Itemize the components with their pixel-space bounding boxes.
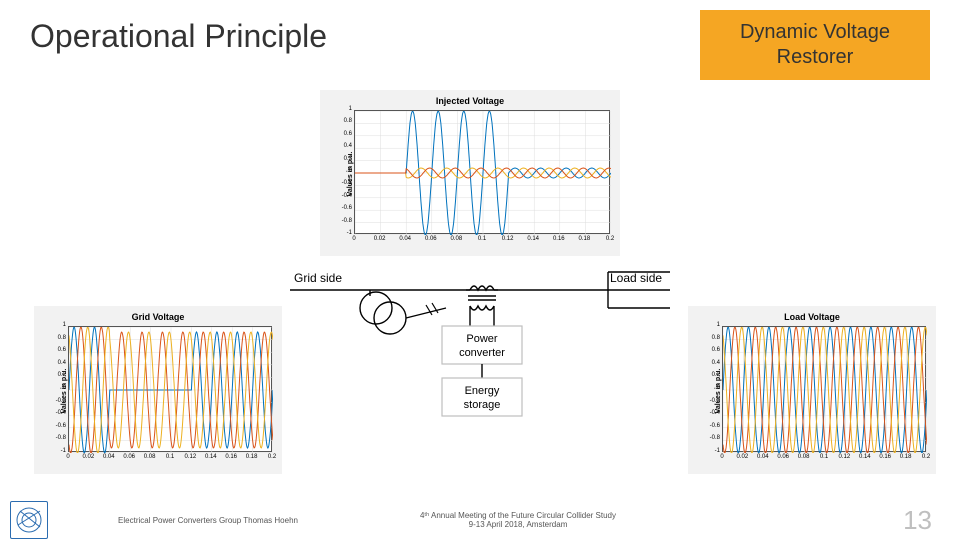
footer: Electrical Power Converters Group Thomas… <box>0 500 960 540</box>
chart-left-plot <box>68 326 272 452</box>
grid-side-label: Grid side <box>294 271 342 285</box>
cern-logo <box>10 501 48 539</box>
power-converter-label: Power <box>466 333 498 345</box>
chart-load-voltage: Load Voltage Values in p.u. -1-0.8-0.6-0… <box>688 306 936 474</box>
footer-center: 4ᵗʰ Annual Meeting of the Future Circula… <box>348 511 688 529</box>
content-area: Injected Voltage Values in p.u. -1-0.8-0… <box>0 90 960 480</box>
chart-right-plot <box>722 326 926 452</box>
chart-right-title: Load Voltage <box>694 312 930 322</box>
energy-storage-label: Energy <box>465 385 500 397</box>
chart-top-plot <box>354 110 610 234</box>
badge-label: Dynamic Voltage Restorer <box>704 20 926 70</box>
chart-top-title: Injected Voltage <box>326 96 614 106</box>
page-title: Operational Principle <box>30 18 327 55</box>
footer-left: Electrical Power Converters Group Thomas… <box>78 516 338 525</box>
svg-text:storage: storage <box>464 399 501 411</box>
chart-grid-voltage: Grid Voltage Values in p.u. -1-0.8-0.6-0… <box>34 306 282 474</box>
schematic: Grid side Load side <box>280 260 680 460</box>
load-side-label: Load side <box>610 271 662 285</box>
svg-text:converter: converter <box>459 347 505 359</box>
chart-injected-voltage: Injected Voltage Values in p.u. -1-0.8-0… <box>320 90 620 256</box>
chart-left-title: Grid Voltage <box>40 312 276 322</box>
badge-box: Dynamic Voltage Restorer <box>700 10 930 80</box>
slide: Operational Principle Dynamic Voltage Re… <box>0 0 960 540</box>
slide-number: 13 <box>903 505 932 536</box>
